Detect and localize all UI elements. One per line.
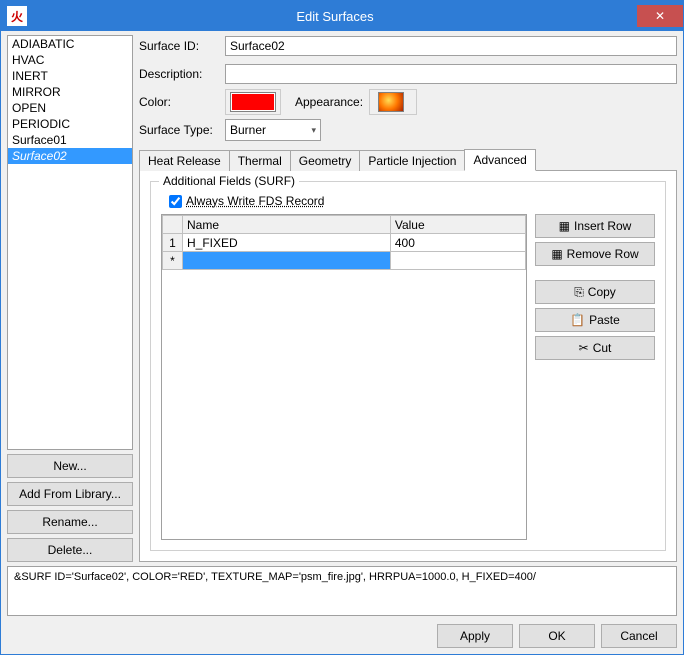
cancel-button[interactable]: Cancel (601, 624, 677, 648)
surface-list-item[interactable]: ADIABATIC (8, 36, 132, 52)
insert-row-button[interactable]: ▦Insert Row (535, 214, 655, 238)
tab-heat-release[interactable]: Heat Release (139, 150, 230, 171)
color-picker[interactable] (225, 89, 281, 115)
add-from-library-button[interactable]: Add From Library... (7, 482, 133, 506)
remove-row-button[interactable]: ▦Remove Row (535, 242, 655, 266)
surface-id-input[interactable] (225, 36, 677, 56)
rename-button[interactable]: Rename... (7, 510, 133, 534)
appearance-label: Appearance: (295, 95, 363, 109)
grid-corner (163, 216, 183, 234)
ok-button[interactable]: OK (519, 624, 595, 648)
color-label: Color: (139, 95, 219, 109)
paste-icon: 📋 (570, 313, 585, 327)
color-swatch (230, 92, 276, 112)
surface-list-item[interactable]: INERT (8, 68, 132, 84)
group-title: Additional Fields (SURF) (159, 174, 299, 188)
delete-button[interactable]: Delete... (7, 538, 133, 562)
surface-type-combo[interactable]: Burner ▾ (225, 119, 321, 141)
insert-row-icon: ▦ (559, 219, 570, 233)
paste-button[interactable]: 📋Paste (535, 308, 655, 332)
appearance-swatch (378, 92, 404, 112)
cut-icon: ✂ (579, 341, 589, 355)
surface-list-item[interactable]: PERIODIC (8, 116, 132, 132)
cut-button[interactable]: ✂Cut (535, 336, 655, 360)
tabs-container: Heat ReleaseThermalGeometryParticle Inje… (139, 149, 677, 562)
chevron-down-icon: ▾ (311, 125, 316, 136)
tab-thermal[interactable]: Thermal (229, 150, 291, 171)
surface-type-label: Surface Type: (139, 123, 219, 137)
appearance-picker[interactable] (369, 89, 417, 115)
surface-list-item[interactable]: MIRROR (8, 84, 132, 100)
fields-grid[interactable]: Name Value 1H_FIXED400* (161, 214, 527, 540)
surface-list[interactable]: ADIABATICHVACINERTMIRROROPENPERIODICSurf… (7, 35, 133, 450)
tabstrip: Heat ReleaseThermalGeometryParticle Inje… (139, 149, 677, 171)
new-button[interactable]: New... (7, 454, 133, 478)
always-write-checkbox[interactable] (169, 195, 182, 208)
grid-col-name[interactable]: Name (183, 216, 391, 234)
surface-list-item[interactable]: HVAC (8, 52, 132, 68)
tab-advanced-content: Additional Fields (SURF) Always Write FD… (140, 171, 676, 561)
grid-row[interactable]: 1H_FIXED400 (163, 234, 526, 252)
edit-surfaces-window: 火 Edit Surfaces ✕ ADIABATICHVACINERTMIRR… (0, 0, 684, 655)
additional-fields-group: Additional Fields (SURF) Always Write FD… (150, 181, 666, 551)
tab-geometry[interactable]: Geometry (290, 150, 361, 171)
apply-button[interactable]: Apply (437, 624, 513, 648)
close-button[interactable]: ✕ (637, 5, 683, 27)
tab-advanced[interactable]: Advanced (464, 149, 535, 171)
close-icon: ✕ (655, 9, 665, 23)
fds-code-preview[interactable]: &SURF ID='Surface02', COLOR='RED', TEXTU… (7, 566, 677, 616)
description-input[interactable] (225, 64, 677, 84)
copy-button[interactable]: ⎘Copy (535, 280, 655, 304)
surface-type-value: Burner (230, 123, 266, 137)
surface-list-item[interactable]: Surface01 (8, 132, 132, 148)
tab-particle-injection[interactable]: Particle Injection (359, 150, 465, 171)
grid-new-row[interactable]: * (163, 252, 526, 270)
description-label: Description: (139, 67, 219, 81)
remove-row-icon: ▦ (551, 247, 562, 261)
window-title: Edit Surfaces (33, 9, 637, 24)
always-write-label: Always Write FDS Record (186, 194, 324, 208)
surface-id-label: Surface ID: (139, 39, 219, 53)
copy-icon: ⎘ (574, 285, 584, 300)
grid-col-value[interactable]: Value (390, 216, 525, 234)
surface-list-item[interactable]: OPEN (8, 100, 132, 116)
titlebar: 火 Edit Surfaces ✕ (1, 1, 683, 31)
surface-list-item[interactable]: Surface02 (8, 148, 132, 164)
app-icon: 火 (7, 6, 27, 26)
